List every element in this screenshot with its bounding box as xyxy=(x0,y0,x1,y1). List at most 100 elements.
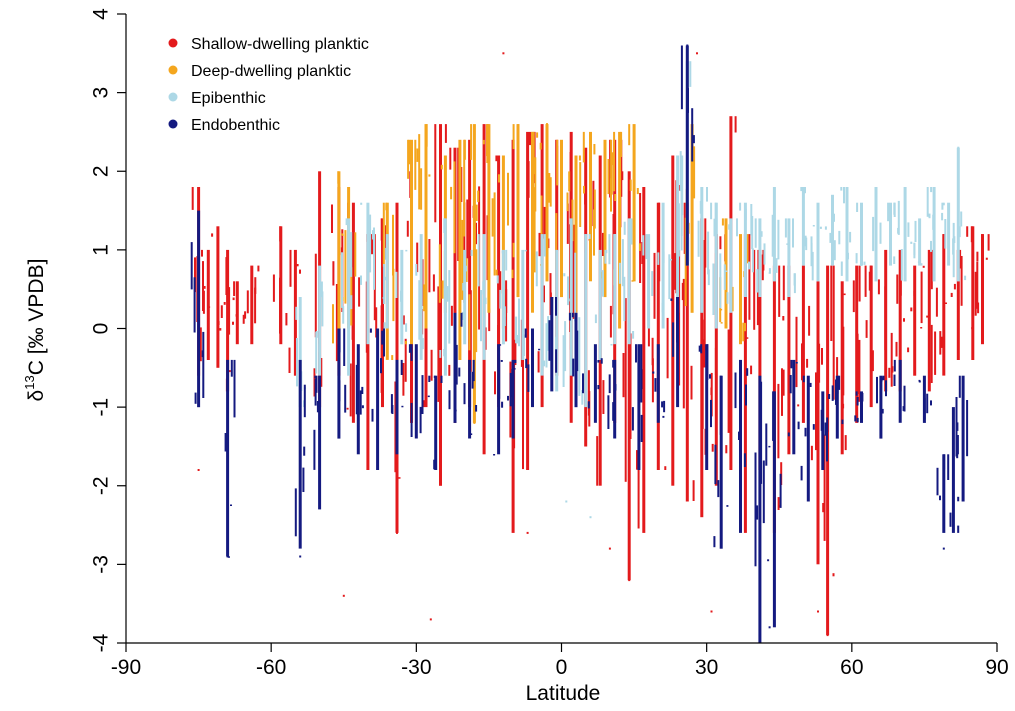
data-column xyxy=(453,312,457,423)
data-point-cluster xyxy=(392,268,395,322)
data-point-cluster xyxy=(879,222,882,244)
data-point-cluster xyxy=(562,335,565,387)
data-point-cluster xyxy=(859,264,862,266)
data-point-cluster xyxy=(872,216,875,252)
data-column xyxy=(511,139,515,533)
data-column xyxy=(424,124,428,329)
data-point-cluster xyxy=(642,235,645,256)
data-column xyxy=(787,218,791,297)
data-point-cluster xyxy=(579,162,582,227)
data-point-cluster xyxy=(920,263,923,266)
data-point-cluster xyxy=(383,328,385,357)
data-point-cluster xyxy=(639,193,642,283)
data-point-cluster xyxy=(930,400,932,406)
data-point-cluster xyxy=(949,512,952,527)
data-column xyxy=(545,124,549,282)
data-column xyxy=(676,297,680,408)
data-column xyxy=(956,249,960,360)
data-point-cluster xyxy=(761,254,764,281)
data-point-cluster xyxy=(321,291,324,327)
legend-label-shallow: Shallow-dwelling planktic xyxy=(191,36,369,53)
data-point-cluster xyxy=(190,242,193,290)
data-point-cluster xyxy=(394,381,397,473)
data-point-cluster xyxy=(746,250,749,264)
data-point-cluster xyxy=(538,232,541,257)
data-point-cluster xyxy=(703,240,706,351)
svg-text:δ13C [‰ VPDB]: δ13C [‰ VPDB] xyxy=(22,259,48,402)
data-point-cluster xyxy=(884,286,887,351)
data-point-cluster xyxy=(202,290,205,314)
data-column xyxy=(772,187,776,282)
data-point-cluster xyxy=(454,409,457,412)
data-point-cluster xyxy=(734,116,737,133)
data-point-cluster xyxy=(194,257,196,293)
data-column xyxy=(468,359,472,439)
data-point-cluster xyxy=(449,147,452,170)
data-point-cluster xyxy=(475,222,477,245)
data-point-cluster xyxy=(711,443,714,452)
data-point-cluster xyxy=(415,264,418,276)
data-point-cluster xyxy=(971,327,974,330)
data-point-cluster xyxy=(712,263,715,315)
data-point-cluster xyxy=(594,368,597,389)
data-point-cluster xyxy=(662,251,665,263)
data-point-cluster xyxy=(391,405,394,414)
data-column xyxy=(860,391,863,423)
data-point-cluster xyxy=(651,271,654,296)
data-point-cluster xyxy=(744,343,747,354)
data-column xyxy=(501,155,505,329)
data-point-cluster xyxy=(242,314,245,324)
data-column xyxy=(366,234,370,470)
data-point-cluster xyxy=(700,344,703,354)
data-point-cluster xyxy=(670,259,672,261)
legend-marker-deep xyxy=(168,65,178,75)
data-point xyxy=(226,555,229,558)
data-point-cluster xyxy=(314,378,317,406)
data-point-cluster xyxy=(341,252,343,308)
data-point-cluster xyxy=(690,365,693,400)
data-point-cluster xyxy=(593,144,596,155)
data-point-cluster xyxy=(651,337,654,366)
data-column xyxy=(376,328,380,470)
data-column xyxy=(574,155,578,313)
data-column xyxy=(685,202,689,502)
data-point-cluster xyxy=(443,218,446,233)
data-point-cluster xyxy=(531,131,533,142)
data-column xyxy=(250,265,254,345)
data-column xyxy=(739,359,742,533)
data-point-cluster xyxy=(371,408,374,422)
data-point-cluster xyxy=(744,322,746,332)
data-point-cluster xyxy=(952,222,955,278)
data-point-cluster xyxy=(419,406,422,434)
data-point-cluster xyxy=(697,220,700,257)
data-point-cluster xyxy=(395,271,398,298)
data-point-cluster xyxy=(897,227,900,234)
data-column xyxy=(714,202,718,329)
data-point-cluster xyxy=(588,391,591,427)
data-point-cluster xyxy=(320,358,323,387)
data-point-cluster xyxy=(346,407,349,410)
data-point-cluster xyxy=(410,402,413,437)
data-point-cluster xyxy=(762,460,765,524)
data-point-cluster xyxy=(789,375,792,394)
data-point-cluster xyxy=(843,187,845,204)
data-point xyxy=(628,579,631,582)
data-point-cluster xyxy=(400,290,402,302)
data-column xyxy=(569,218,573,376)
data-point-cluster xyxy=(228,370,231,373)
data-point-cluster xyxy=(279,287,282,330)
data-column xyxy=(356,344,360,455)
data-point-cluster xyxy=(811,251,814,281)
data-column xyxy=(743,234,747,533)
data-point-cluster xyxy=(318,343,321,353)
data-column xyxy=(951,407,955,533)
data-column xyxy=(226,249,230,392)
data-point-cluster xyxy=(612,402,615,421)
data-point-cluster xyxy=(672,322,675,357)
data-point-cluster xyxy=(344,230,347,304)
data-point-cluster xyxy=(726,505,729,507)
data-point-cluster xyxy=(885,380,887,397)
data-column xyxy=(550,297,554,392)
data-point-cluster xyxy=(917,261,920,263)
x-axis-title: Latitude xyxy=(526,682,601,705)
